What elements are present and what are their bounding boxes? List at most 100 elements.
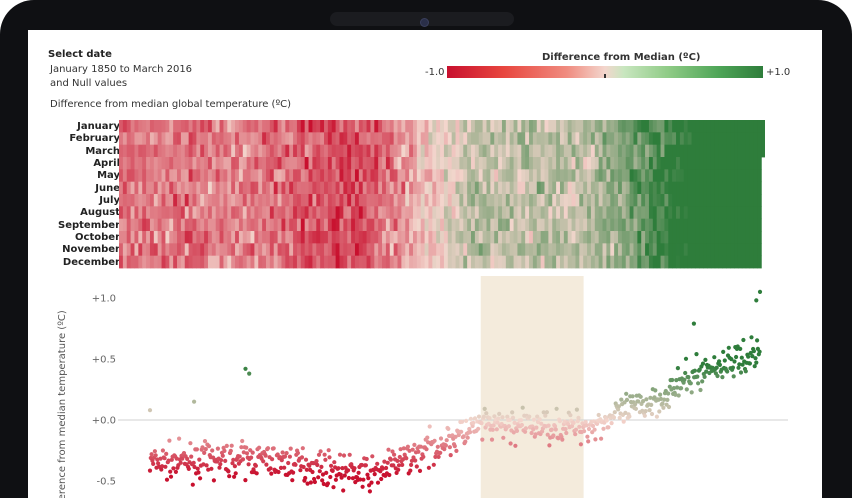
heatmap-cell — [563, 218, 569, 232]
heatmap-cell — [122, 120, 128, 133]
data-point — [734, 354, 739, 360]
heatmap-cell — [231, 120, 236, 133]
heatmap-cell — [722, 255, 727, 269]
data-point — [324, 470, 329, 475]
heatmap-cell — [532, 169, 538, 183]
heatmap-cell — [757, 132, 762, 146]
heatmap-cell — [285, 157, 290, 170]
heatmap-cell — [532, 231, 538, 244]
data-point — [247, 371, 252, 376]
heatmap-cell — [548, 206, 553, 220]
data-point — [661, 405, 666, 410]
heatmap-cell — [161, 132, 167, 146]
heatmap-cell — [409, 218, 414, 232]
heatmap-cell — [451, 144, 457, 158]
heatmap-cell — [265, 144, 271, 158]
heatmap-cell — [138, 144, 143, 158]
heatmap-cell — [710, 132, 716, 146]
data-point — [147, 468, 153, 473]
heatmap-cell — [134, 157, 139, 170]
data-point — [546, 423, 551, 428]
heatmap-cell — [378, 132, 383, 146]
heatmap-cell — [335, 194, 341, 207]
heatmap-cell — [354, 157, 360, 170]
heatmap-cell — [409, 169, 414, 183]
heatmap-cell — [567, 255, 573, 269]
heatmap-cell — [204, 218, 209, 232]
heatmap-cell — [142, 169, 147, 183]
heatmap-cell — [180, 181, 186, 195]
heatmap-cell — [567, 181, 573, 195]
heatmap-cell — [351, 243, 356, 257]
heatmap-cell — [227, 157, 232, 170]
date-filter-range[interactable]: January 1850 to March 2016 — [50, 64, 193, 75]
heatmap-cell — [378, 144, 383, 158]
heatmap-cell — [320, 194, 325, 207]
heatmap-cell — [200, 218, 205, 232]
heatmap-cell — [471, 169, 476, 183]
heatmap-cell — [192, 255, 197, 269]
heatmap-cell — [169, 231, 174, 244]
heatmap-cell — [165, 194, 170, 207]
heatmap-cell — [672, 255, 677, 269]
heatmap-cell — [587, 132, 592, 146]
heatmap-cell — [683, 194, 689, 207]
data-point — [379, 476, 384, 482]
heatmap-cell — [544, 218, 549, 232]
heatmap-cell — [351, 120, 356, 133]
date-filter-null[interactable]: and Null values — [50, 78, 128, 89]
heatmap-cell — [180, 206, 186, 220]
heatmap-cell — [382, 157, 387, 170]
data-point — [269, 471, 274, 476]
heatmap-grid[interactable] — [119, 120, 765, 270]
heatmap-cell — [637, 120, 642, 133]
data-point — [624, 391, 629, 396]
heatmap-cell — [474, 255, 480, 269]
heatmap-cell — [432, 181, 437, 195]
heatmap-cell — [594, 206, 600, 220]
heatmap-cell — [637, 181, 642, 195]
heatmap-cell — [513, 206, 519, 220]
heatmap-cell — [471, 144, 476, 158]
heatmap-cell — [532, 218, 538, 232]
heatmap-cell — [567, 194, 573, 207]
heatmap-cell — [575, 206, 580, 220]
data-point — [583, 420, 588, 425]
heatmap-cell — [362, 132, 368, 146]
heatmap-cell — [598, 231, 604, 244]
heatmap-cell — [610, 169, 615, 183]
heatmap-cell — [262, 218, 267, 232]
heatmap-cell — [262, 206, 267, 220]
data-point — [233, 471, 238, 476]
heatmap-cell — [204, 157, 209, 170]
heatmap-cell — [265, 120, 271, 133]
heatmap-cell — [122, 231, 128, 244]
heatmap-cell — [177, 157, 182, 170]
data-point — [215, 446, 220, 451]
heatmap-cell — [710, 206, 716, 220]
heatmap-cell — [525, 157, 530, 170]
heatmap-cell — [335, 206, 341, 220]
heatmap-cell — [749, 169, 754, 183]
heatmap-cell — [687, 157, 693, 170]
heatmap-cell — [753, 243, 758, 257]
heatmap-cell — [331, 218, 337, 232]
heatmap-cell — [529, 144, 534, 158]
heatmap-cell — [184, 206, 190, 220]
heatmap-cell — [676, 231, 681, 244]
heatmap-cell — [467, 157, 472, 170]
heatmap-cell — [324, 144, 329, 158]
heatmap-cell — [277, 218, 283, 232]
heatmap-cell — [660, 144, 666, 158]
heatmap-cell — [687, 218, 693, 232]
heatmap-cell — [327, 169, 333, 183]
heatmap-cell — [699, 231, 704, 244]
heatmap-cell — [536, 132, 542, 146]
data-point — [387, 472, 392, 478]
data-point — [510, 415, 516, 420]
heatmap-cell — [250, 157, 255, 170]
heatmap-cell — [420, 169, 426, 183]
heatmap-cell — [734, 218, 739, 232]
heatmap-cell — [258, 206, 263, 220]
